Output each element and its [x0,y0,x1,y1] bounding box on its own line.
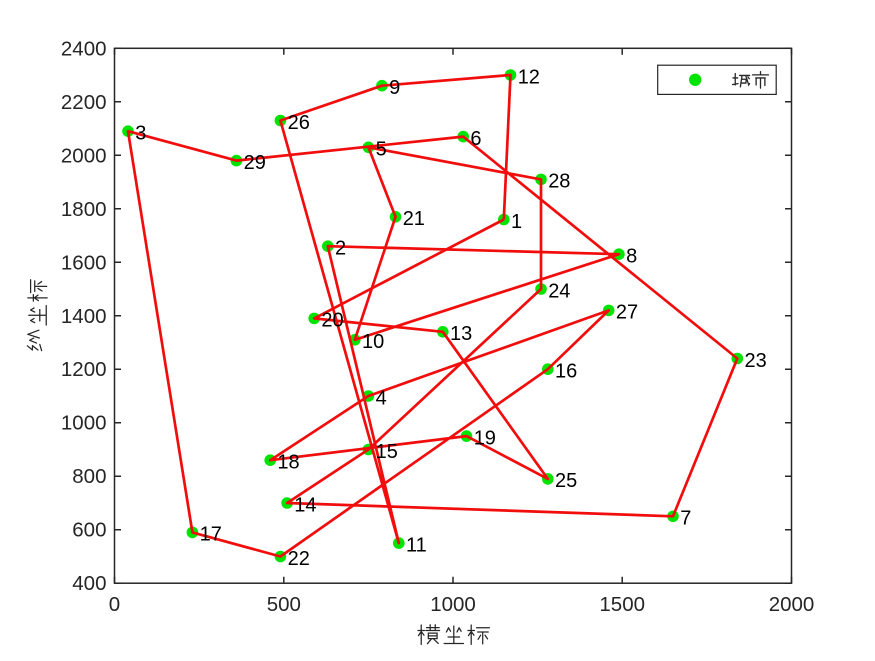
svg-text:2: 2 [335,238,346,260]
svg-text:11: 11 [406,534,427,556]
svg-text:800: 800 [72,465,106,488]
svg-text:25: 25 [555,470,577,492]
svg-text:21: 21 [403,208,425,230]
svg-text:14: 14 [294,494,316,516]
svg-text:9: 9 [389,77,400,99]
svg-text:26: 26 [288,112,310,134]
svg-text:500: 500 [267,593,301,616]
svg-text:0: 0 [109,593,120,616]
svg-text:1000: 1000 [430,593,476,616]
svg-text:18: 18 [277,452,299,474]
svg-text:1500: 1500 [599,593,645,616]
svg-text:13: 13 [450,323,472,345]
svg-text:1400: 1400 [61,305,107,328]
svg-text:12: 12 [518,66,540,88]
svg-text:1200: 1200 [61,358,107,381]
svg-text:8: 8 [626,246,637,268]
svg-text:1000: 1000 [61,412,107,435]
svg-text:400: 400 [72,572,106,595]
svg-text:15: 15 [376,441,398,463]
svg-text:19: 19 [474,427,496,449]
svg-text:4: 4 [376,387,387,409]
svg-text:16: 16 [555,361,577,383]
svg-text:1600: 1600 [61,251,107,274]
svg-text:24: 24 [548,280,570,302]
svg-text:10: 10 [362,331,384,353]
svg-text:3: 3 [135,123,146,145]
svg-text:17: 17 [200,524,222,546]
svg-text:7: 7 [680,508,691,530]
svg-text:1: 1 [511,211,522,233]
svg-text:2000: 2000 [769,593,815,616]
svg-text:6: 6 [470,128,481,150]
svg-text:2000: 2000 [61,144,107,167]
svg-text:20: 20 [321,310,343,332]
svg-text:2200: 2200 [61,91,107,114]
svg-text:600: 600 [72,519,106,542]
svg-text:27: 27 [616,302,638,324]
svg-text:5: 5 [376,139,387,161]
svg-text:22: 22 [288,548,310,570]
svg-text:28: 28 [548,171,570,193]
svg-text:1800: 1800 [61,198,107,221]
svg-text:2400: 2400 [61,37,107,60]
svg-text:29: 29 [244,152,266,174]
svg-text:23: 23 [745,350,767,372]
